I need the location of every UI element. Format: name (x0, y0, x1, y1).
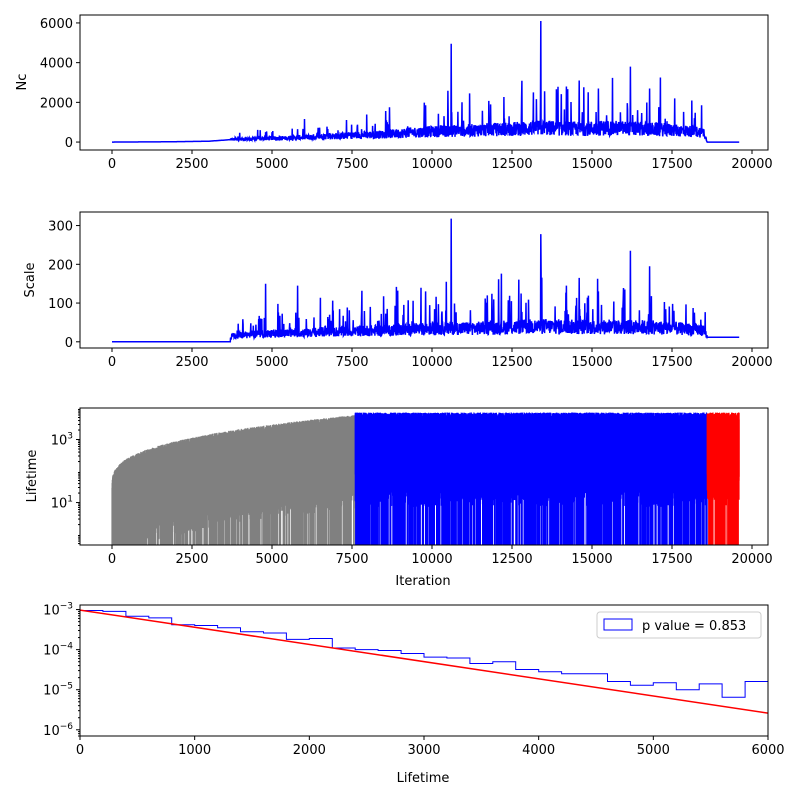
x-tick-label: 5000 (255, 552, 288, 567)
nc-x-ticks: 0 2500 5000 7500 10000 12500 15000 17500 20000 (108, 150, 773, 172)
y-tick-label: 4000 (40, 57, 73, 72)
hist-step (80, 610, 768, 736)
x-tick-label: 0 (108, 552, 116, 567)
lifetime-series-0 (111, 415, 356, 545)
x-tick-label: 12500 (491, 157, 532, 172)
x-tick-label: 15000 (571, 355, 612, 370)
x-tick-label: 17500 (651, 355, 692, 370)
hist-y-ticks: 10−6 10−5 10−4 10−3 (43, 602, 80, 739)
y-tick-label: 10−3 (43, 602, 73, 619)
x-tick-label: 10000 (411, 355, 452, 370)
scale-axes-frame (79, 211, 769, 349)
x-tick-label: 12500 (491, 355, 532, 370)
panel-scale: 0 2500 5000 7500 10000 12500 15000 17500 20000 0… (23, 211, 773, 370)
x-tick-label: 6000 (751, 743, 784, 758)
x-tick-label: 15000 (571, 552, 612, 567)
x-tick-label: 0 (108, 157, 116, 172)
legend-frame (596, 611, 762, 639)
x-tick-label: 7500 (335, 355, 368, 370)
y-tick-label: 0 (65, 336, 73, 351)
x-tick-label: 7500 (335, 157, 368, 172)
lifetime-y-ticks: 101 103 (51, 408, 80, 545)
y-tick-label: 300 (48, 220, 73, 235)
hist-series (80, 609, 768, 736)
x-tick-label: 17500 (651, 157, 692, 172)
lifetime-ylabel: Lifetime (25, 450, 40, 503)
iteration-xlabel: Iteration (395, 574, 450, 589)
lifetime-series-1 (354, 412, 708, 545)
x-tick-label: 1000 (178, 743, 211, 758)
legend: p value = 0.853 (596, 611, 762, 639)
x-tick-label: 12500 (491, 552, 532, 567)
x-tick-label: 5000 (255, 355, 288, 370)
y-tick-label: 2000 (40, 96, 73, 111)
hist-xlabel: Lifetime (397, 771, 450, 786)
y-tick-label: 103 (51, 432, 73, 449)
x-tick-label: 4000 (522, 743, 555, 758)
x-tick-label: 20000 (731, 552, 772, 567)
x-tick-label: 2000 (293, 743, 326, 758)
x-tick-label: 17500 (651, 552, 692, 567)
scale-ylabel: Scale (23, 263, 38, 298)
lifetime-series (111, 412, 740, 545)
nc-ylabel: Nc (15, 74, 30, 91)
panel-nc: 0 2500 5000 7500 10000 12500 15000 17500 20000 0… (15, 14, 773, 172)
y-tick-label: 10−5 (43, 682, 73, 699)
x-tick-label: 2500 (175, 157, 208, 172)
hist-x-ticks: 0 1000 2000 3000 4000 5000 6000 (76, 736, 785, 758)
series-line (112, 20, 740, 143)
x-tick-label: 10000 (411, 552, 452, 567)
nc-y-ticks: 0 2000 4000 6000 (40, 17, 80, 151)
panel-lifetime: 0 2500 5000 7500 10000 12500 15000 17500 20000 1… (25, 407, 773, 589)
nc-axes-frame (79, 14, 769, 151)
y-tick-label: 0 (65, 136, 73, 151)
x-tick-label: 10000 (411, 157, 452, 172)
lifetime-axes-frame (79, 407, 769, 546)
nc-series (112, 20, 740, 143)
y-tick-label: 10−4 (43, 642, 73, 659)
x-tick-label: 3000 (407, 743, 440, 758)
lifetime-x-ticks: 0 2500 5000 7500 10000 12500 15000 17500 20000 (108, 545, 773, 567)
scale-y-ticks: 0 100 200 300 (48, 220, 80, 351)
legend-swatch (603, 618, 633, 631)
panel-hist: 0 1000 2000 3000 4000 5000 6000 10−610−510−410… (43, 602, 785, 786)
x-tick-label: 15000 (571, 157, 612, 172)
x-tick-label: 0 (108, 355, 116, 370)
x-tick-label: 7500 (335, 552, 368, 567)
y-tick-label: 101 (51, 495, 73, 512)
x-tick-label: 2500 (175, 355, 208, 370)
x-tick-label: 5000 (255, 157, 288, 172)
x-tick-label: 20000 (731, 355, 772, 370)
lifetime-series-2 (706, 412, 740, 545)
x-tick-label: 2500 (175, 552, 208, 567)
y-tick-label: 6000 (40, 17, 73, 32)
series-line (112, 218, 740, 343)
x-tick-label: 0 (76, 743, 84, 758)
scale-x-ticks: 0 2500 5000 7500 10000 12500 15000 17500 20000 (108, 348, 773, 370)
scale-series (112, 218, 740, 343)
y-tick-label: 100 (48, 297, 73, 312)
x-tick-label: 5000 (637, 743, 670, 758)
fit-line (80, 609, 768, 714)
y-tick-label: 200 (48, 258, 73, 273)
legend-label: p value = 0.853 (642, 619, 746, 634)
y-tick-label: 10−6 (43, 722, 73, 739)
x-tick-label: 20000 (731, 157, 772, 172)
